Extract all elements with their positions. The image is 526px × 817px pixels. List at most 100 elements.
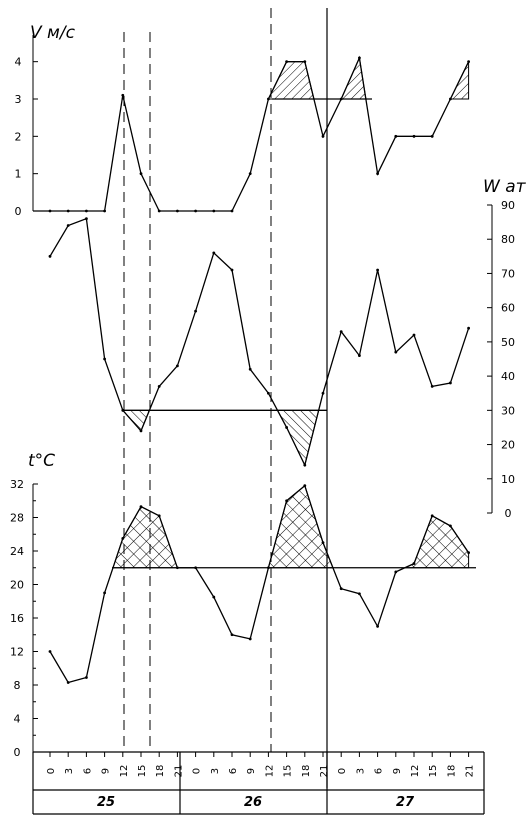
humidity-data-point <box>303 463 307 467</box>
temperature-data-point <box>121 537 125 540</box>
temperature-exceedance-region <box>267 484 334 569</box>
humidity-y-tick-label: 10 <box>501 473 515 486</box>
temperature-y-tick-label: 32 <box>10 478 24 491</box>
humidity-data-point <box>103 357 106 361</box>
wind-data-point <box>430 134 434 138</box>
time-axis: 0 3 6 9 12 15 18 21 0 3 6 9 12 15 18 21 0 3 6 9 12 15 18 21 25 26… <box>32 751 485 815</box>
hour-label: 0 <box>337 768 348 774</box>
wind-data-point <box>285 60 288 64</box>
humidity-data-point <box>394 350 398 354</box>
hour-label: 6 <box>374 768 385 774</box>
humidity-y-tick-label: 40 <box>501 370 515 383</box>
hour-label: 15 <box>137 765 148 778</box>
wind-data-point <box>66 209 70 213</box>
wind-exceedance-region <box>267 61 315 100</box>
humidity-data-point <box>176 364 179 368</box>
temperature-data-point <box>467 551 470 555</box>
temperature-data-point <box>85 676 88 679</box>
temperature-series-line <box>49 484 470 684</box>
humidity-data-point <box>248 367 252 371</box>
humidity-data-point <box>339 330 343 334</box>
wind-data-point <box>358 56 361 60</box>
hour-label: 12 <box>410 765 421 778</box>
temperature-data-point <box>430 514 434 518</box>
temperature-data-point <box>376 624 379 628</box>
humidity-y-tick-label: 0 <box>505 507 512 520</box>
wind-data-point <box>321 134 325 138</box>
wind-speed-panel: 0 1 2 3 4 <box>15 35 470 218</box>
humidity-panel: 0 10 20 30 40 50 60 70 80 90 <box>48 199 515 520</box>
wind-data-point <box>85 209 88 213</box>
temperature-data-point <box>449 524 452 528</box>
t-axis-label: t°C <box>28 451 55 471</box>
wind-data-point <box>121 93 125 97</box>
hour-label: 12 <box>119 765 130 778</box>
wind-data-point <box>267 97 270 101</box>
temperature-data-point <box>212 595 216 599</box>
temperature-y-tick-label: 16 <box>10 612 24 625</box>
humidity-data-point <box>66 224 70 227</box>
wind-data-point <box>339 97 343 101</box>
temperature-y-tick-label: 8 <box>14 679 21 692</box>
temperature-y-tick-label: 20 <box>10 579 24 592</box>
humidity-data-point <box>139 429 143 433</box>
hour-label: 9 <box>392 768 403 774</box>
humidity-y-tick-label: 30 <box>501 404 515 417</box>
wind-data-point <box>139 172 143 176</box>
humidity-y-tick-label: 80 <box>501 233 515 246</box>
temperature-y-tick-label: 12 <box>10 646 24 659</box>
humidity-data-point <box>412 333 416 337</box>
temperature-data-point <box>176 566 179 570</box>
humidity-data-point <box>194 309 198 313</box>
hour-label: 6 <box>228 768 239 774</box>
humidity-data-point <box>321 391 325 395</box>
temperature-data-point <box>103 591 106 595</box>
hour-label: 3 <box>355 768 366 774</box>
humidity-data-point <box>285 426 288 429</box>
humidity-data-point <box>358 354 361 357</box>
humidity-exceedance-region <box>276 409 320 467</box>
day-label: 27 <box>396 795 415 810</box>
temperature-data-point <box>194 566 198 570</box>
humidity-y-tick-label: 90 <box>501 199 515 212</box>
hour-label: 18 <box>446 765 457 778</box>
wind-data-point <box>48 209 52 213</box>
humidity-data-point <box>48 254 52 258</box>
temperature-y-tick-label: 24 <box>10 545 24 558</box>
humidity-series-line <box>49 217 470 467</box>
hour-label: 6 <box>82 768 93 774</box>
temperature-data-point <box>358 592 361 596</box>
temperature-y-tick-label: 28 <box>10 512 24 525</box>
hour-label: 21 <box>319 765 330 778</box>
temperature-data-point <box>230 633 234 637</box>
temperature-panel: 0 4 8 12 16 20 24 28 32 <box>10 478 476 759</box>
temperature-data-point <box>285 499 288 503</box>
wind-data-point <box>176 209 179 213</box>
temperature-data-point <box>321 541 325 545</box>
temperature-data-point <box>394 570 398 574</box>
hour-label: 15 <box>428 765 439 778</box>
temperature-data-point <box>48 650 52 653</box>
temperature-y-tick-label: 4 <box>14 713 21 726</box>
wind-data-point <box>194 209 198 213</box>
temperature-data-point <box>248 637 252 641</box>
temperature-data-point <box>139 505 143 509</box>
temperature-data-point <box>339 587 343 591</box>
temperature-data-point <box>157 514 161 518</box>
wind-data-point <box>230 209 234 213</box>
temperature-data-point <box>267 566 270 570</box>
wind-y-tick-label: 4 <box>15 56 22 69</box>
humidity-y-tick-label: 70 <box>501 267 515 280</box>
hour-label: 9 <box>101 768 112 774</box>
temperature-data-point <box>412 562 416 565</box>
humidity-data-point <box>267 391 270 395</box>
temperature-exceedance-region <box>404 515 470 569</box>
hour-label: 18 <box>155 765 166 778</box>
hour-label: 0 <box>46 768 57 774</box>
day-label: 26 <box>244 795 262 810</box>
hour-label: 12 <box>264 765 275 778</box>
wind-data-point <box>449 97 452 101</box>
hour-label: 15 <box>283 765 294 778</box>
temperature-data-point <box>303 484 307 488</box>
